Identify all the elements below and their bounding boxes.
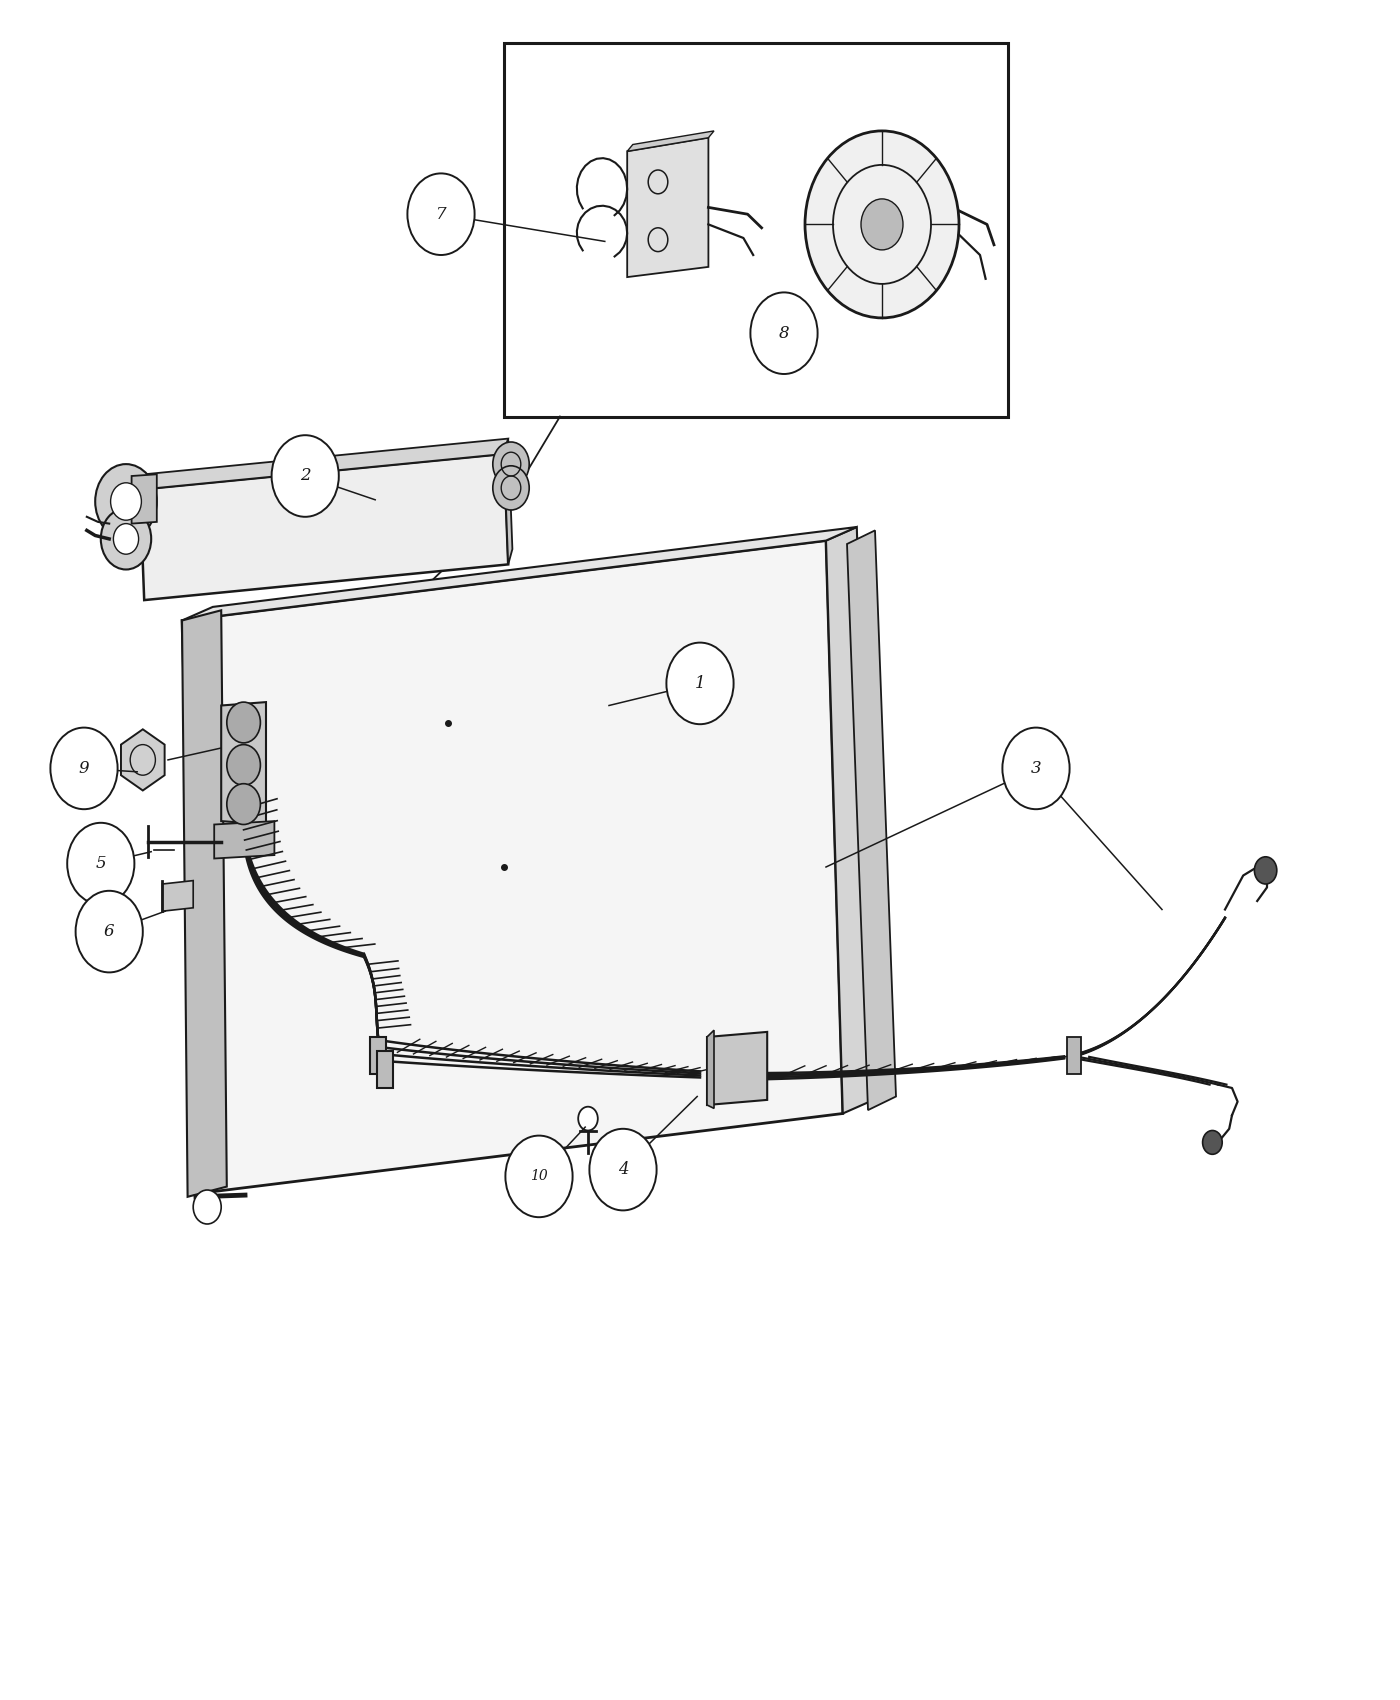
Circle shape <box>50 728 118 809</box>
Polygon shape <box>847 530 896 1110</box>
Circle shape <box>505 1136 573 1217</box>
Text: 2: 2 <box>300 468 311 484</box>
Circle shape <box>493 466 529 510</box>
Circle shape <box>272 435 339 517</box>
Circle shape <box>589 1129 657 1210</box>
Circle shape <box>1254 857 1277 884</box>
Text: 1: 1 <box>694 675 706 692</box>
Circle shape <box>805 131 959 318</box>
Text: 4: 4 <box>617 1161 629 1178</box>
Polygon shape <box>504 439 512 564</box>
Text: 3: 3 <box>1030 760 1042 777</box>
Circle shape <box>67 823 134 904</box>
Bar <box>370 1037 386 1074</box>
Circle shape <box>227 702 260 743</box>
Polygon shape <box>221 702 266 824</box>
Polygon shape <box>826 527 874 1114</box>
Circle shape <box>113 524 139 554</box>
Circle shape <box>101 508 151 570</box>
Polygon shape <box>140 454 508 600</box>
Text: 8: 8 <box>778 325 790 342</box>
Circle shape <box>227 745 260 785</box>
Bar <box>1067 1037 1081 1074</box>
Polygon shape <box>214 821 274 858</box>
Polygon shape <box>182 527 857 620</box>
Circle shape <box>95 464 157 539</box>
Polygon shape <box>120 729 165 790</box>
Text: 7: 7 <box>435 206 447 223</box>
Polygon shape <box>182 541 843 1193</box>
Text: 6: 6 <box>104 923 115 940</box>
Polygon shape <box>182 610 227 1197</box>
Bar <box>504 42 1008 416</box>
Circle shape <box>76 891 143 972</box>
Polygon shape <box>627 138 708 277</box>
Polygon shape <box>707 1032 767 1105</box>
Circle shape <box>1203 1130 1222 1154</box>
Text: 5: 5 <box>95 855 106 872</box>
Circle shape <box>193 1190 221 1224</box>
Polygon shape <box>627 131 714 151</box>
Polygon shape <box>707 1030 714 1108</box>
Polygon shape <box>132 474 157 524</box>
Circle shape <box>111 483 141 520</box>
Circle shape <box>1002 728 1070 809</box>
Polygon shape <box>162 881 193 911</box>
Circle shape <box>861 199 903 250</box>
Circle shape <box>578 1107 598 1130</box>
Circle shape <box>750 292 818 374</box>
Circle shape <box>407 173 475 255</box>
Bar <box>377 1051 393 1088</box>
Polygon shape <box>140 439 508 490</box>
Text: 10: 10 <box>531 1170 547 1183</box>
Circle shape <box>666 643 734 724</box>
Circle shape <box>227 784 260 824</box>
Circle shape <box>493 442 529 486</box>
Text: 9: 9 <box>78 760 90 777</box>
